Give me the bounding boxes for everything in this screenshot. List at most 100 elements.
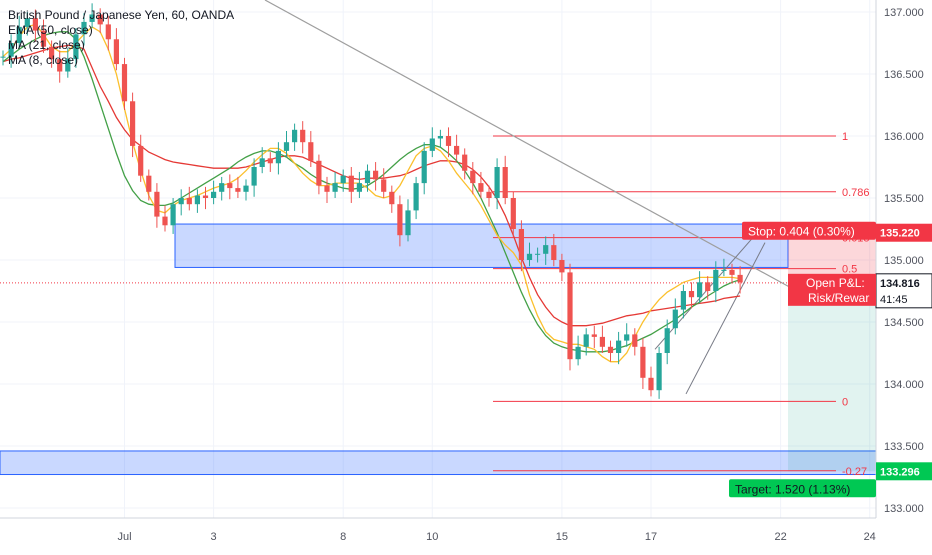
demand-zone bbox=[174, 223, 789, 268]
x-tick-label: 15 bbox=[556, 531, 568, 543]
candle-body bbox=[121, 64, 128, 102]
trendlines[interactable] bbox=[264, 0, 791, 395]
candle-body bbox=[162, 216, 168, 226]
y-tick-label: 137.000 bbox=[884, 7, 924, 19]
candle-body bbox=[526, 253, 533, 260]
y-tick-label: 134.000 bbox=[884, 379, 924, 391]
candle-body bbox=[57, 59, 63, 72]
candle-body bbox=[243, 185, 249, 192]
ma-line bbox=[2, 23, 741, 363]
candle-body bbox=[308, 142, 314, 161]
candle-body bbox=[186, 198, 192, 205]
candle-body bbox=[413, 183, 419, 211]
fib-level-label: 1 bbox=[842, 131, 848, 143]
y-tick-label: 136.500 bbox=[884, 69, 924, 81]
price-labels: 135.220 134.816 41:45 133.296 Stop: 0.404 (0… bbox=[729, 221, 932, 498]
candle-body bbox=[65, 59, 71, 72]
candle-body bbox=[8, 43, 14, 57]
legend: British Pound / Japanese Yen, 60, OANDA … bbox=[8, 8, 234, 68]
y-tick-label: 133.500 bbox=[884, 441, 924, 453]
candle-body bbox=[32, 18, 38, 31]
candle-body bbox=[405, 210, 411, 236]
stop-price-value: 135.220 bbox=[880, 228, 920, 240]
fib-level-label: -0.27 bbox=[842, 466, 867, 478]
candle-body bbox=[397, 204, 403, 236]
candle-body bbox=[24, 18, 30, 27]
channel-line-lower bbox=[685, 242, 766, 395]
candle-body bbox=[0, 56, 6, 58]
channel-line-upper bbox=[654, 234, 756, 350]
x-tick-label: 3 bbox=[211, 531, 217, 543]
candle-body bbox=[356, 183, 362, 192]
candle-body bbox=[300, 129, 306, 143]
candle-body bbox=[227, 183, 233, 189]
y-tick-label: 135.000 bbox=[884, 255, 924, 267]
candle-body bbox=[713, 269, 719, 291]
candle-body bbox=[729, 269, 735, 275]
candle-body bbox=[607, 346, 614, 353]
legend-ma-21[interactable]: MA (21, close) bbox=[8, 38, 85, 52]
target-price-tag bbox=[876, 462, 932, 481]
candle-body bbox=[624, 334, 630, 341]
candle-body bbox=[454, 145, 460, 155]
candle-body bbox=[543, 245, 549, 254]
candle-body bbox=[259, 158, 265, 167]
x-tick-label: 22 bbox=[774, 531, 786, 543]
x-tick-label: 10 bbox=[426, 531, 438, 543]
candle-body bbox=[632, 334, 638, 347]
candle-body bbox=[130, 101, 136, 146]
fib-level-label: 0.5 bbox=[842, 264, 857, 276]
candle-body bbox=[235, 188, 241, 192]
descending-trendline bbox=[264, 0, 791, 288]
candle-body bbox=[640, 346, 646, 378]
candle-body bbox=[251, 167, 257, 186]
candle-body bbox=[502, 167, 508, 198]
candle-body bbox=[16, 26, 22, 43]
legend-ma-8[interactable]: MA (8, close) bbox=[8, 53, 79, 67]
y-tick-label: 133.000 bbox=[884, 503, 924, 515]
candle-body bbox=[518, 229, 524, 260]
candle-body bbox=[89, 14, 95, 22]
axes: 137.000 136.500 136.000 135.500 135.000 134.5… bbox=[0, 0, 924, 543]
candle-body bbox=[575, 346, 581, 360]
pnl-box bbox=[788, 273, 876, 306]
y-tick-label: 134.500 bbox=[884, 317, 924, 329]
candle-body bbox=[583, 334, 589, 347]
candle-body bbox=[705, 282, 711, 291]
candle-body bbox=[445, 136, 452, 146]
y-tick-label: 135.500 bbox=[884, 193, 924, 205]
candle-body bbox=[324, 185, 330, 192]
candle-body bbox=[146, 175, 152, 192]
candle-body bbox=[381, 179, 387, 192]
candle-body bbox=[664, 328, 670, 353]
chart-title: British Pound / Japanese Yen, 60, OANDA bbox=[8, 8, 235, 22]
target-label-box bbox=[729, 479, 876, 498]
candle-body bbox=[721, 269, 727, 271]
candle-body bbox=[332, 183, 338, 192]
candle-body bbox=[340, 175, 346, 184]
candle-body bbox=[535, 253, 541, 255]
pnl-label: Open P&L: bbox=[806, 276, 865, 290]
fib-level-label: 0 bbox=[842, 396, 848, 408]
candle-body bbox=[154, 191, 160, 217]
candle-body bbox=[462, 154, 468, 171]
candle-body bbox=[97, 14, 103, 25]
x-tick-label: 24 bbox=[864, 531, 876, 543]
candle-body bbox=[49, 46, 55, 60]
candle-body bbox=[478, 183, 484, 192]
stop-price-tag bbox=[876, 223, 932, 242]
legend-ema-50[interactable]: EMA (50, close) bbox=[8, 23, 93, 37]
candle-body bbox=[437, 136, 443, 139]
fib-level-label: 0.786 bbox=[842, 187, 870, 199]
candle-body bbox=[138, 145, 144, 176]
candle-body bbox=[672, 309, 678, 329]
candle-body bbox=[494, 167, 500, 198]
candle-body bbox=[648, 377, 654, 391]
candle-body bbox=[429, 138, 435, 151]
x-tick-label: Jul bbox=[117, 531, 131, 543]
candle-body bbox=[219, 183, 225, 192]
candle-body bbox=[551, 245, 557, 260]
